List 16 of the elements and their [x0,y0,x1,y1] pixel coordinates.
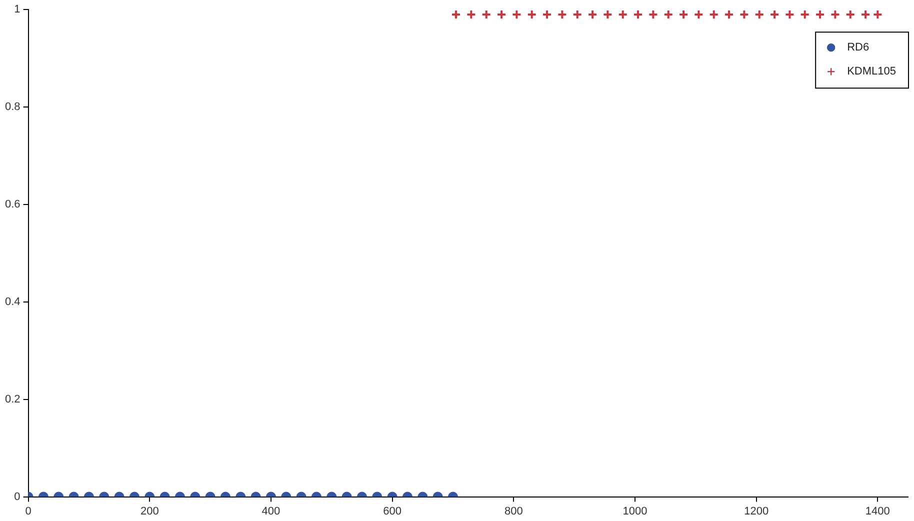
legend-label: KDML105 [847,66,896,78]
y-tick-label: 0.8 [4,101,20,114]
y-tick-label: 1 [14,4,20,16]
y-tick-label: 0.6 [4,198,20,211]
x-tick-label: 1400 [865,505,890,518]
legend-label: RD6 [847,42,870,54]
y-tick-label: 0.4 [4,296,20,308]
x-tick-label: 400 [262,505,280,518]
x-tick-label: 1000 [622,505,648,518]
y-tick-label: 0.2 [4,393,20,406]
y-tick-label: 0 [14,490,20,503]
x-tick-label: 200 [140,505,159,518]
x-tick-label: 1200 [744,505,769,518]
x-tick-label: 600 [383,505,402,518]
x-tick-label: 800 [504,505,523,518]
x-tick-label: 0 [25,505,32,518]
